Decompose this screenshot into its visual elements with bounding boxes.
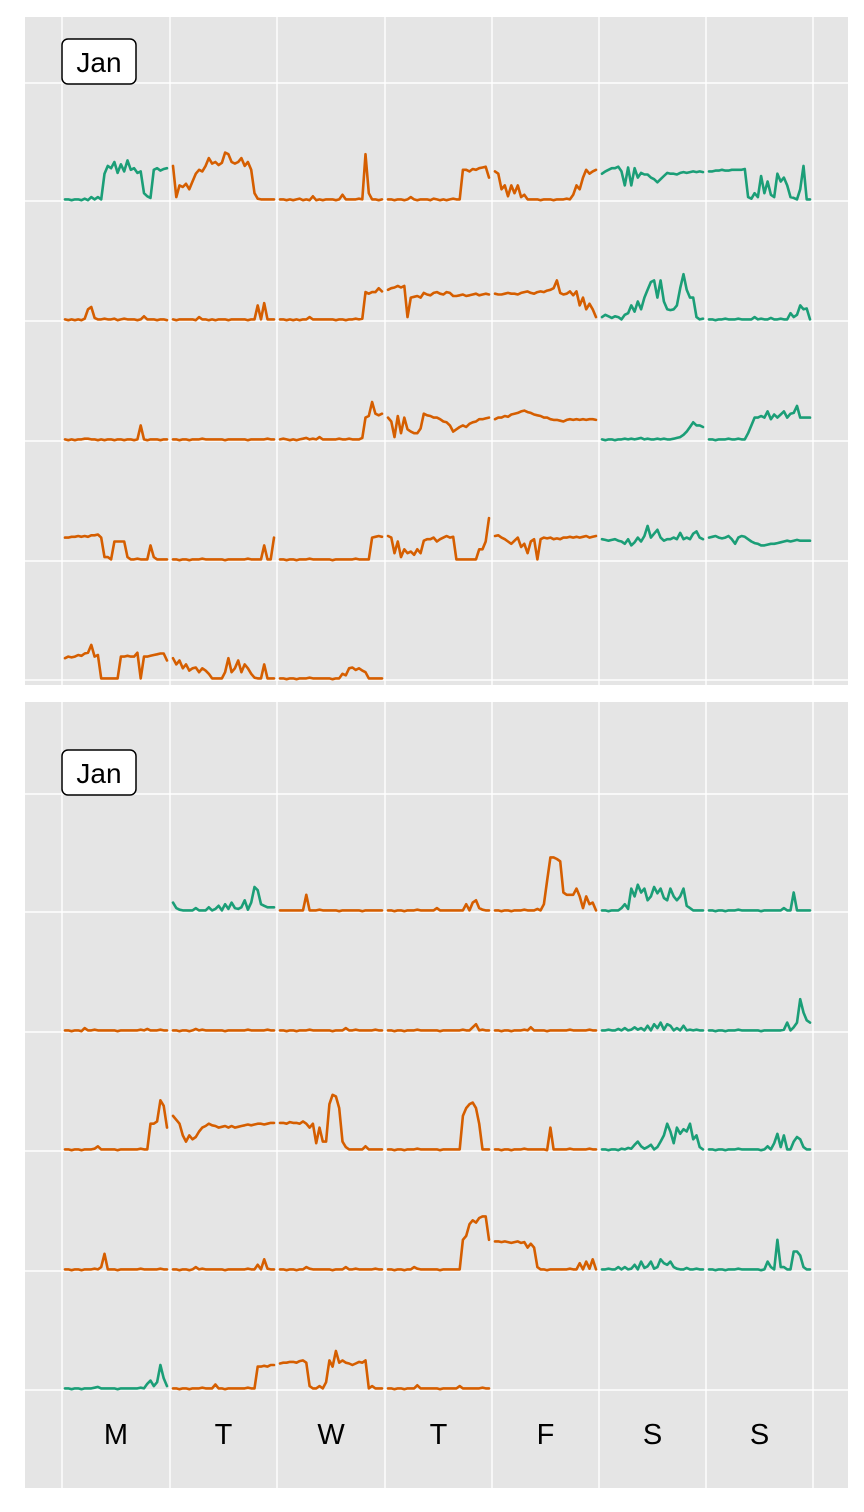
day-series-line xyxy=(171,1258,276,1272)
day-series-line xyxy=(278,1265,384,1272)
day-series-line xyxy=(278,666,384,681)
day-series-line xyxy=(386,165,491,202)
day-series-line xyxy=(600,524,705,547)
month-panels xyxy=(25,17,848,1488)
day-series-line xyxy=(171,1114,276,1143)
day-series-line xyxy=(63,1026,169,1033)
month-label-text: Jan xyxy=(76,47,121,78)
day-series-line xyxy=(386,1022,491,1033)
day-series-line xyxy=(386,284,491,319)
day-series-line xyxy=(278,893,384,913)
day-series-line xyxy=(493,409,598,423)
day-series-line xyxy=(386,412,491,439)
day-series-line xyxy=(63,1252,169,1272)
day-series-line xyxy=(600,1258,705,1271)
month-label-text: Jan xyxy=(76,758,121,789)
day-series-line xyxy=(493,856,598,913)
day-series xyxy=(63,151,812,1391)
day-series-line xyxy=(707,1132,812,1152)
weekday-label: T xyxy=(215,1419,233,1451)
day-series-line xyxy=(386,1384,491,1391)
day-series-line xyxy=(63,533,169,561)
weekday-label: W xyxy=(317,1419,345,1451)
gridlines xyxy=(25,17,848,1488)
day-series-line xyxy=(171,536,276,562)
day-series-line xyxy=(386,1101,491,1152)
day-series-line xyxy=(600,272,705,321)
day-series-line xyxy=(707,891,812,913)
day-series-line xyxy=(386,898,491,913)
day-series-line xyxy=(600,165,705,187)
month-label-box xyxy=(61,38,137,85)
month-label: Jan xyxy=(61,749,137,796)
month-label: Jan xyxy=(61,38,137,85)
day-series-line xyxy=(707,164,812,201)
day-axis-strip xyxy=(25,1396,848,1488)
day-series-line xyxy=(63,643,169,680)
day-series-line xyxy=(278,152,384,202)
day-series-line xyxy=(171,1363,276,1391)
day-series-line xyxy=(707,997,812,1033)
day-series-line xyxy=(278,400,384,442)
day-series-line xyxy=(171,1027,276,1033)
day-series-line xyxy=(600,1021,705,1032)
month-panel-background xyxy=(25,17,848,685)
day-series-line xyxy=(493,1240,598,1272)
day-series-line xyxy=(493,533,598,561)
weekday-label: M xyxy=(104,1419,128,1451)
day-series-line xyxy=(386,1215,491,1272)
day-series-line xyxy=(171,151,276,201)
day-series-line xyxy=(171,656,276,680)
day-series-line xyxy=(278,534,384,562)
day-series-line xyxy=(63,1363,169,1391)
day-series-line xyxy=(493,168,598,202)
day-series-line xyxy=(63,159,169,202)
weekday-label: F xyxy=(537,1419,555,1451)
weekday-label: S xyxy=(750,1419,769,1451)
day-series-line xyxy=(707,404,812,442)
day-series-line xyxy=(493,1126,598,1152)
day-series-line xyxy=(278,1349,384,1390)
weekday-label: T xyxy=(430,1419,448,1451)
weekday-label: S xyxy=(643,1419,662,1451)
day-series-line xyxy=(707,534,812,547)
day-series-line xyxy=(386,516,491,561)
day-series-line xyxy=(171,885,276,912)
day-series-line xyxy=(171,437,276,442)
day-series-line xyxy=(707,304,812,322)
day-series-line xyxy=(63,305,169,322)
day-series-line xyxy=(493,279,598,319)
day-series-line xyxy=(600,420,705,442)
day-series-line xyxy=(278,1026,384,1033)
day-series-line xyxy=(278,286,384,322)
day-series-line xyxy=(493,1026,598,1033)
month-panel-background xyxy=(25,702,848,1396)
day-series-line xyxy=(171,301,276,322)
day-series-line xyxy=(707,1238,812,1272)
month-labels: Jan Jan xyxy=(61,38,137,796)
day-series-line xyxy=(600,1122,705,1152)
day-series-line xyxy=(278,1093,384,1151)
month-label-box xyxy=(61,749,137,796)
day-series-line xyxy=(600,883,705,913)
day-series-line xyxy=(63,1099,169,1152)
day-series-line xyxy=(63,424,169,442)
